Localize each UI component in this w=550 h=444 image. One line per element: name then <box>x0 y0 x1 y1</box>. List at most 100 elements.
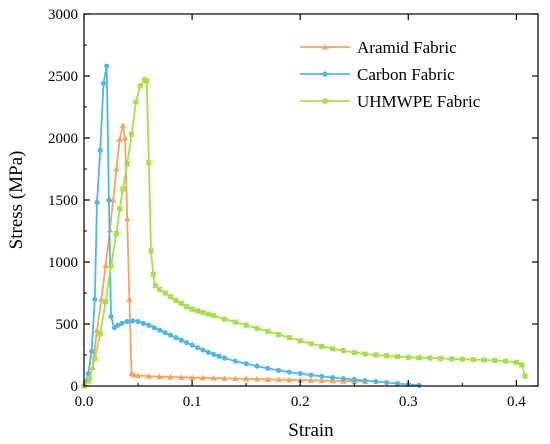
data-point <box>205 311 211 317</box>
data-point <box>286 376 293 383</box>
legend-entry: Aramid Fabric <box>300 38 457 57</box>
data-point <box>216 353 222 359</box>
data-point <box>318 377 326 384</box>
data-point <box>121 134 129 141</box>
data-point <box>124 318 130 325</box>
data-point <box>427 355 433 361</box>
data-point <box>416 355 422 361</box>
data-point <box>492 357 498 364</box>
data-point <box>106 197 112 203</box>
data-point <box>167 294 174 300</box>
y-axis-title: Stress (MPa) <box>6 151 27 250</box>
data-point <box>308 372 314 378</box>
data-point <box>150 271 156 277</box>
data-point <box>167 373 174 380</box>
data-point <box>362 377 368 384</box>
y-tick-label: 2500 <box>48 69 78 85</box>
legend-label: Aramid Fabric <box>357 38 457 57</box>
data-point <box>405 354 411 360</box>
data-point <box>243 361 249 367</box>
x-tick-label: 0.2 <box>291 394 310 410</box>
data-point <box>92 356 98 362</box>
data-point <box>243 322 249 328</box>
data-point <box>200 309 206 316</box>
data-point <box>151 325 157 331</box>
data-point <box>137 83 143 89</box>
data-point <box>162 330 168 336</box>
series-carbon-fabric <box>81 63 422 389</box>
data-point <box>362 351 368 357</box>
data-point <box>210 374 217 381</box>
data-point <box>184 304 190 310</box>
legend-entry: UHMWPE Fabric <box>300 92 481 111</box>
data-point <box>308 341 314 347</box>
data-point <box>242 375 250 382</box>
x-tick-label: 0.1 <box>183 394 202 410</box>
data-point <box>146 160 152 166</box>
data-point <box>459 356 465 362</box>
data-point <box>254 363 260 369</box>
data-point <box>157 327 163 333</box>
y-tick-label: 1000 <box>48 255 78 271</box>
legend-label: UHMWPE Fabric <box>357 92 481 111</box>
data-point <box>113 165 120 172</box>
data-point <box>211 351 217 357</box>
legend: Aramid Fabric Carbon Fabric UHMWPE Fabric <box>300 38 481 111</box>
data-point <box>116 136 123 142</box>
data-point <box>135 318 141 325</box>
data-point <box>275 331 282 338</box>
data-point <box>92 296 98 302</box>
data-point <box>330 346 336 352</box>
data-point <box>502 358 509 364</box>
data-point <box>188 374 196 381</box>
data-point <box>254 325 260 331</box>
data-point <box>100 80 107 87</box>
data-point <box>86 375 93 382</box>
data-point <box>481 357 487 363</box>
series-line <box>83 124 366 387</box>
data-point <box>102 262 109 269</box>
data-point <box>173 335 179 341</box>
x-tick-label: 0.0 <box>75 394 94 410</box>
data-point <box>119 320 125 326</box>
data-point <box>373 378 379 385</box>
data-point <box>157 286 163 292</box>
data-point <box>438 355 444 362</box>
data-point <box>128 131 135 137</box>
data-point <box>513 359 519 366</box>
data-point <box>119 122 127 129</box>
data-point <box>133 99 139 105</box>
legend-entry: Carbon Fabric <box>300 65 455 84</box>
data-point <box>88 348 95 354</box>
data-point <box>265 328 271 335</box>
data-point <box>167 332 174 338</box>
data-point <box>184 340 190 346</box>
data-point <box>178 374 185 380</box>
data-point <box>120 186 126 192</box>
data-point <box>97 147 103 153</box>
data-point <box>126 296 133 302</box>
data-point <box>319 373 325 379</box>
data-point <box>124 215 131 222</box>
data-point <box>104 63 110 69</box>
data-point <box>200 347 206 353</box>
plot-frame <box>83 13 539 387</box>
y-tick-label: 3000 <box>48 7 78 23</box>
data-point <box>145 372 153 379</box>
data-point <box>205 349 211 355</box>
data-point <box>351 349 357 356</box>
data-point <box>394 380 401 387</box>
data-point <box>340 348 347 354</box>
data-point <box>114 322 121 328</box>
data-point <box>232 319 238 325</box>
data-point <box>232 375 239 382</box>
data-point <box>416 382 422 388</box>
data-point <box>108 263 114 269</box>
data-point <box>232 358 238 364</box>
data-point <box>384 353 390 359</box>
axes: 0.0 0.1 0.2 0.3 0.4 0 500 1000 1500 2000 2500 3000 <box>48 7 539 410</box>
data-point <box>286 335 292 341</box>
data-point <box>297 371 303 377</box>
data-point <box>117 206 123 212</box>
